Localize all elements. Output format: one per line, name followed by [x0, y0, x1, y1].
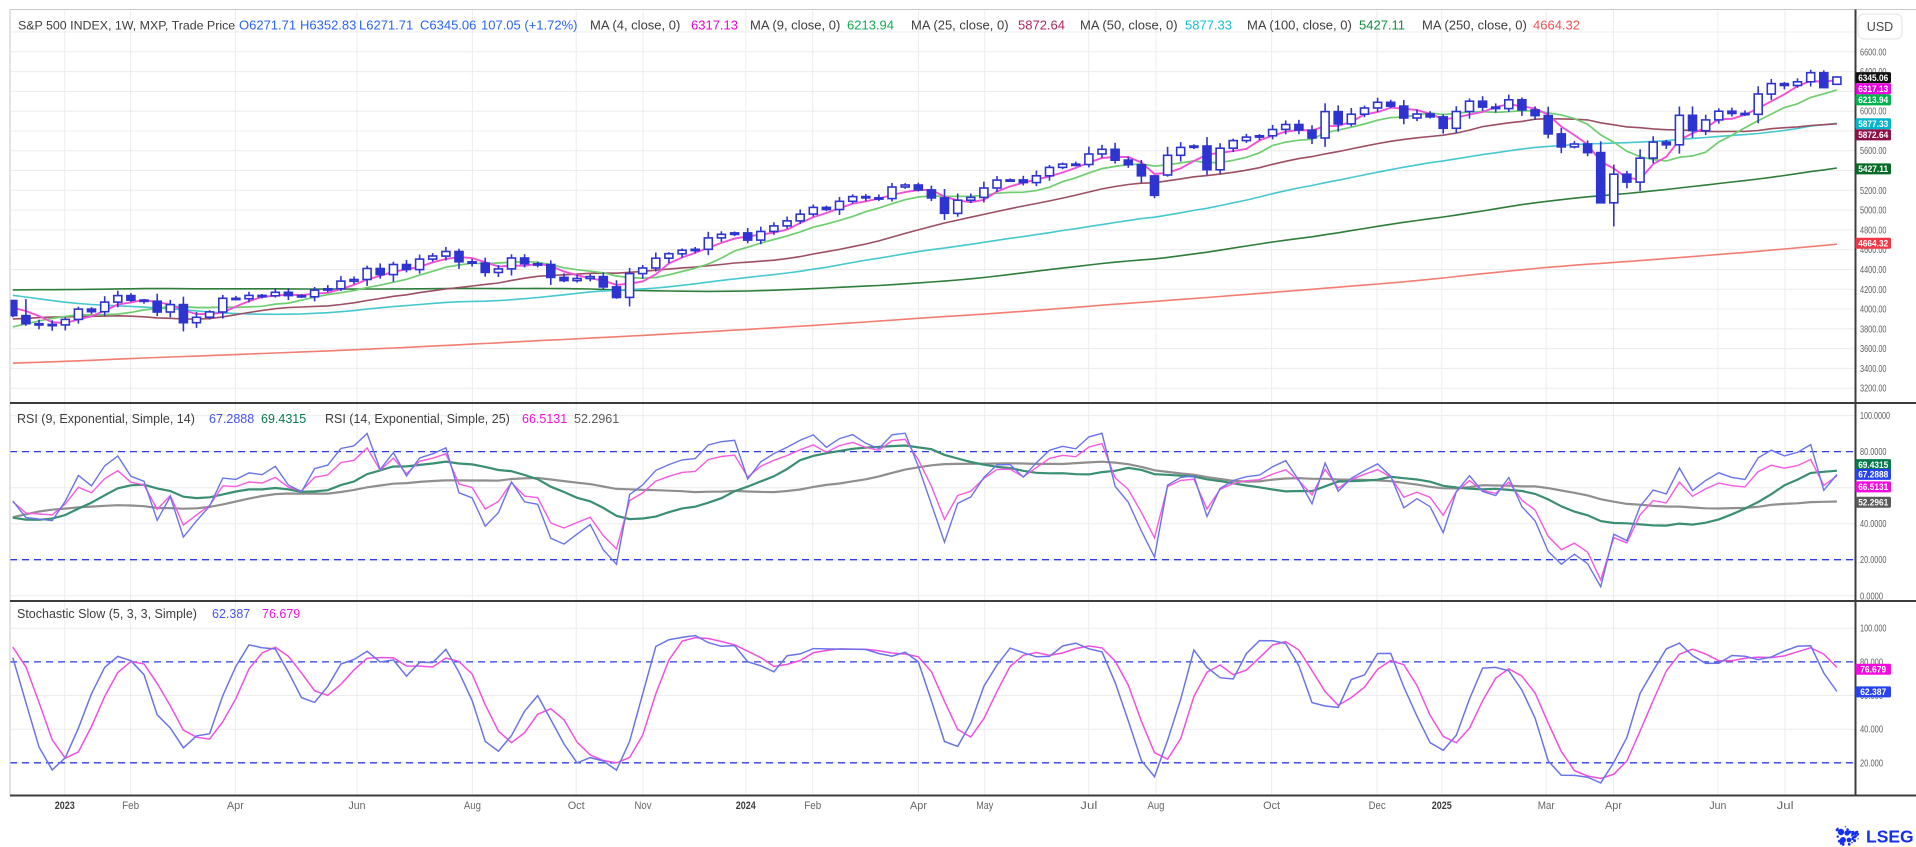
svg-text:100.0000: 100.0000: [1860, 411, 1890, 422]
svg-text:4664.32: 4664.32: [1858, 239, 1888, 249]
svg-text:107.05 (+1.72%): 107.05 (+1.72%): [481, 18, 577, 33]
svg-text:2025: 2025: [1432, 800, 1452, 812]
svg-text:MA (100, close, 0): MA (100, close, 0): [1247, 18, 1352, 33]
svg-text:69.4315: 69.4315: [1858, 460, 1888, 470]
svg-text:76.679: 76.679: [1860, 665, 1886, 675]
svg-text:40.000: 40.000: [1860, 725, 1883, 736]
svg-text:5877.33: 5877.33: [1858, 119, 1888, 129]
svg-text:Apr: Apr: [1605, 800, 1622, 812]
svg-text:Oct: Oct: [1263, 800, 1280, 812]
svg-text:6317.13: 6317.13: [691, 18, 738, 33]
svg-text:66.5131: 66.5131: [1858, 482, 1888, 492]
svg-text:2023: 2023: [55, 800, 75, 812]
svg-text:4200.00: 4200.00: [1860, 285, 1887, 296]
svg-text:MA (4, close, 0): MA (4, close, 0): [590, 18, 680, 33]
svg-text:RSI (14, Exponential, Simple,: RSI (14, Exponential, Simple, 25): [325, 412, 510, 426]
svg-text:RSI (9, Exponential, Simple, 1: RSI (9, Exponential, Simple, 14): [17, 412, 195, 426]
svg-text:4000.00: 4000.00: [1860, 305, 1887, 316]
svg-text:Oct: Oct: [568, 800, 585, 812]
svg-text:L6271.71: L6271.71: [359, 18, 413, 33]
svg-text:6213.94: 6213.94: [1858, 95, 1889, 105]
svg-text:80.0000: 80.0000: [1860, 447, 1887, 458]
svg-text:Apr: Apr: [227, 800, 244, 812]
svg-text:C6345.06: C6345.06: [420, 18, 476, 33]
svg-text:5872.64: 5872.64: [1018, 18, 1065, 33]
svg-text:6213.94: 6213.94: [847, 18, 894, 33]
svg-text:Feb: Feb: [122, 800, 139, 812]
svg-text:Stochastic Slow (5, 3, 3, Simp: Stochastic Slow (5, 3, 3, Simple): [17, 607, 197, 621]
svg-text:66.5131: 66.5131: [522, 412, 567, 426]
svg-text:20.0000: 20.0000: [1860, 555, 1887, 566]
svg-text:6600.00: 6600.00: [1860, 47, 1887, 58]
svg-text:6000.00: 6000.00: [1860, 107, 1887, 118]
svg-text:4664.32: 4664.32: [1533, 18, 1580, 33]
svg-text:62.387: 62.387: [212, 607, 250, 621]
svg-text:2024: 2024: [736, 800, 757, 812]
svg-text:0.0000: 0.0000: [1860, 591, 1883, 602]
svg-text:67.2888: 67.2888: [209, 412, 254, 426]
svg-text:Feb: Feb: [804, 800, 821, 812]
svg-text:69.4315: 69.4315: [261, 412, 306, 426]
svg-text:4400.00: 4400.00: [1860, 265, 1887, 276]
svg-text:4800.00: 4800.00: [1860, 225, 1887, 236]
svg-text:Apr: Apr: [910, 800, 927, 812]
svg-text:3600.00: 3600.00: [1860, 344, 1887, 355]
svg-text:76.679: 76.679: [262, 607, 300, 621]
svg-text:52.2961: 52.2961: [574, 412, 619, 426]
svg-text:5600.00: 5600.00: [1860, 146, 1887, 157]
svg-text:MA (25, close, 0): MA (25, close, 0): [911, 18, 1009, 33]
svg-text:5427.11: 5427.11: [1858, 164, 1888, 174]
svg-text:Jun: Jun: [349, 800, 366, 812]
svg-text:40.0000: 40.0000: [1860, 519, 1887, 530]
svg-text:5877.33: 5877.33: [1185, 18, 1232, 33]
svg-text:6345.06: 6345.06: [1858, 73, 1888, 83]
svg-text:4600.00: 4600.00: [1860, 245, 1887, 256]
svg-text:3400.00: 3400.00: [1860, 364, 1887, 375]
svg-text:S&P 500 INDEX, 1W, MXP, Trade: S&P 500 INDEX, 1W, MXP, Trade Price: [18, 19, 235, 33]
svg-text:Aug: Aug: [464, 800, 481, 812]
svg-text:Jul: Jul: [1777, 800, 1794, 812]
svg-text:20.000: 20.000: [1860, 758, 1883, 769]
svg-text:5200.00: 5200.00: [1860, 186, 1887, 197]
svg-text:Nov: Nov: [635, 800, 652, 812]
svg-text:67.2888: 67.2888: [1858, 470, 1888, 480]
svg-text:O6271.71: O6271.71: [239, 18, 296, 33]
svg-text:LSEG: LSEG: [1866, 827, 1914, 847]
svg-text:USD: USD: [1867, 20, 1893, 34]
svg-text:Mar: Mar: [1538, 800, 1555, 812]
svg-text:Aug: Aug: [1148, 800, 1165, 812]
svg-text:MA (50, close, 0): MA (50, close, 0): [1080, 18, 1178, 33]
svg-text:5872.64: 5872.64: [1858, 130, 1889, 140]
svg-text:Jun: Jun: [1709, 800, 1726, 812]
svg-text:3800.00: 3800.00: [1860, 324, 1887, 335]
svg-text:5427.11: 5427.11: [1359, 18, 1405, 33]
svg-text:5000.00: 5000.00: [1860, 206, 1887, 217]
svg-text:3200.00: 3200.00: [1860, 384, 1887, 395]
svg-text:May: May: [976, 800, 993, 812]
svg-text:52.2961: 52.2961: [1858, 498, 1888, 508]
svg-text:H6352.83: H6352.83: [300, 18, 356, 33]
svg-text:Jul: Jul: [1080, 800, 1097, 812]
svg-text:6317.13: 6317.13: [1858, 84, 1888, 94]
svg-text:80.000: 80.000: [1860, 657, 1883, 668]
svg-text:100.000: 100.000: [1860, 624, 1887, 635]
svg-text:MA (250, close, 0): MA (250, close, 0): [1422, 18, 1527, 33]
svg-text:Dec: Dec: [1369, 800, 1386, 812]
svg-text:62.387: 62.387: [1860, 687, 1886, 697]
svg-text:MA (9, close, 0): MA (9, close, 0): [750, 18, 840, 33]
